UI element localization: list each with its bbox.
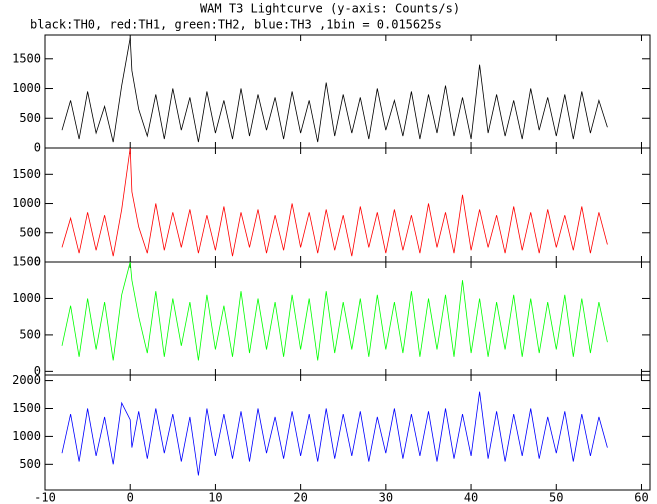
panel-frame [44, 374, 651, 491]
x-tick-label: 60 [634, 491, 648, 504]
y-tick-label: 1000 [12, 81, 41, 95]
x-tick-label: 30 [379, 491, 393, 504]
x-tick-label: 0 [127, 491, 134, 504]
y-tick-label: 0 [34, 255, 41, 269]
chart-subtitle: black:TH0, red:TH1, green:TH2, blue:TH3 … [30, 18, 442, 32]
x-tick-label: 50 [549, 491, 563, 504]
x-tick-label: 10 [208, 491, 222, 504]
y-tick-label: 1000 [12, 196, 41, 210]
y-tick-label: 2000 [12, 373, 41, 387]
y-tick-label: 500 [19, 225, 41, 239]
y-tick-label: 1500 [12, 51, 41, 65]
y-tick-label: 500 [19, 111, 41, 125]
y-tick-label: 0 [34, 364, 41, 378]
chart-title: WAM T3 Lightcurve (y-axis: Counts/s) [200, 2, 460, 16]
x-tick-label: 20 [293, 491, 307, 504]
series-line [61, 37, 608, 143]
x-tick-label: -10 [34, 491, 56, 504]
y-tick-label: 500 [19, 457, 41, 471]
series-line [61, 147, 608, 257]
y-tick-label: 1500 [12, 401, 41, 415]
y-tick-label: 0 [34, 141, 41, 155]
y-tick-label: 1500 [12, 167, 41, 181]
series-line [61, 261, 608, 361]
y-tick-label: 1500 [12, 255, 41, 269]
panel-frame [44, 261, 651, 376]
x-tick-label: 40 [464, 491, 478, 504]
y-tick-label: 1000 [12, 291, 41, 305]
y-tick-label: 500 [19, 327, 41, 341]
panel-frame [44, 147, 651, 263]
series-line [61, 391, 608, 476]
y-tick-label: 1000 [12, 429, 41, 443]
